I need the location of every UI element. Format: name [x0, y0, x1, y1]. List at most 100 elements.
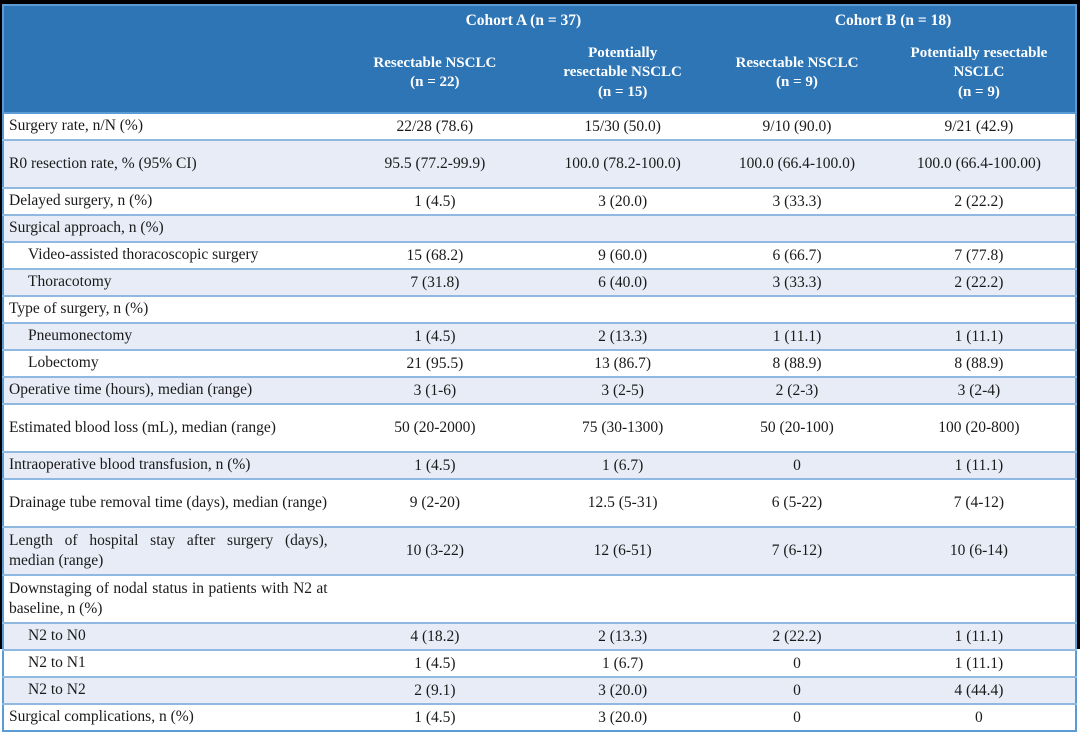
column-header-potentially-resectable-b: Potentially resectable NSCLC (n = 9)	[882, 34, 1076, 114]
cell-value: 2 (22.2)	[711, 622, 883, 650]
cell-value: 100.0 (66.4-100.0)	[711, 139, 883, 188]
cohort-b-header: Cohort B (n = 18)	[711, 5, 1076, 34]
cell-value: 3 (2-4)	[882, 376, 1076, 404]
table-row: Surgical complications, n (%) 1 (4.5) 3 (2…	[3, 703, 1076, 731]
cell-value	[711, 295, 883, 323]
cell-value: 9 (60.0)	[534, 241, 712, 269]
header-blank-cell	[3, 34, 336, 114]
cell-value: 7 (31.8)	[335, 268, 535, 296]
cell-value: 9/21 (42.9)	[944, 117, 1014, 135]
row-label: Type of surgery, n (%)	[3, 295, 336, 323]
cell-value: 4 (18.2)	[335, 622, 535, 650]
table-row: Downstaging of nodal status in patients …	[3, 574, 1076, 623]
table-row: Surgical approach, n (%)	[3, 214, 1076, 242]
row-label: Thoracotomy	[3, 268, 336, 296]
row-label: Drainage tube removal time (days), media…	[3, 478, 336, 527]
cell-value: 1 (11.1)	[882, 322, 1076, 350]
cohort-a-header: Cohort A (n = 37)	[335, 5, 712, 34]
cell-value: 1 (4.5)	[335, 703, 535, 731]
row-label: Intraoperative blood transfusion, n (%)	[3, 451, 336, 479]
cell-value: 3 (33.3)	[711, 187, 883, 215]
row-label: N2 to N1	[3, 649, 336, 677]
cell-value: 6 (5-22)	[711, 478, 883, 527]
cell-value: 1 (11.1)	[711, 322, 883, 350]
cell-value: 2 (22.2)	[882, 268, 1076, 296]
cell-value: 75 (30-1300)	[534, 403, 712, 452]
cell-value: 13 (86.7)	[534, 349, 712, 377]
header-blank-cell	[3, 5, 336, 34]
cell-value: 10 (3-22)	[335, 526, 535, 575]
row-label: Surgical complications, n (%)	[3, 703, 336, 731]
cell-value: 6 (66.7)	[711, 241, 883, 269]
table-row: N2 to N1 1 (4.5) 1 (6.7) 0 1 (11.1)	[3, 649, 1076, 677]
cell-value: 7 (6-12)	[711, 526, 883, 575]
cell-value: 9 (2-20)	[335, 478, 535, 527]
cell-value: 1 (11.1)	[882, 649, 1076, 677]
cell-value: 12 (6-51)	[534, 526, 712, 575]
cell-value: 1 (4.5)	[335, 322, 535, 350]
cell-value: 9/10 (90.0)	[762, 117, 832, 135]
cell-value: 15 (68.2)	[335, 241, 535, 269]
cell-value: 50 (20-2000)	[335, 403, 535, 452]
cell-value	[335, 214, 535, 242]
row-label: N2 to N0	[3, 622, 336, 650]
table-row: N2 to N2 2 (9.1) 3 (20.0) 0 4 (44.4)	[3, 676, 1076, 704]
cell-value	[882, 214, 1076, 242]
cell-value: 2 (2-3)	[711, 376, 883, 404]
row-label: Pneumonectomy	[3, 322, 336, 350]
cell-value: 8 (88.9)	[882, 349, 1076, 377]
cohort-header-row: Cohort A (n = 37) Cohort B (n = 18)	[3, 5, 1076, 34]
cell-value	[711, 574, 883, 623]
cell-value: 1 (11.1)	[882, 622, 1076, 650]
cell-value: 7 (4-12)	[882, 478, 1076, 527]
cell-value	[882, 295, 1076, 323]
cell-value	[534, 295, 712, 323]
row-label: Downstaging of nodal status in patients …	[3, 574, 336, 623]
table-row: Operative time (hours), median (range) 3 …	[3, 376, 1076, 404]
column-header-resectable-b: Resectable NSCLC (n = 9)	[711, 34, 883, 114]
row-label: Operative time (hours), median (range)	[3, 376, 336, 404]
cell-value: 0	[711, 676, 883, 704]
cell-value: 4 (44.4)	[882, 676, 1076, 704]
surgical-outcomes-table: Cohort A (n = 37) Cohort B (n = 18) Rese…	[2, 4, 1077, 732]
table-row: Length of hospital stay after surgery (d…	[3, 526, 1076, 575]
cell-value: 2 (22.2)	[882, 187, 1076, 215]
table-row: Video-assisted thoracoscopic surgery 15 (…	[3, 241, 1076, 269]
cell-value: 2 (9.1)	[335, 676, 535, 704]
cell-value: 7 (77.8)	[882, 241, 1076, 269]
cell-value: 10 (6-14)	[882, 526, 1076, 575]
cell-value	[711, 214, 883, 242]
cell-value: 3 (33.3)	[711, 268, 883, 296]
row-label: Estimated blood loss (mL), median (range…	[3, 403, 336, 452]
cell-value: 100.0 (78.2-100.0)	[534, 139, 712, 188]
cell-value: 0	[711, 703, 883, 731]
cell-value: 1 (6.7)	[534, 649, 712, 677]
cell-value: 1 (11.1)	[882, 451, 1076, 479]
table-row: Type of surgery, n (%)	[3, 295, 1076, 323]
table-row: Drainage tube removal time (days), media…	[3, 478, 1076, 527]
cell-value: 0	[711, 451, 883, 479]
cell-value: 3 (20.0)	[534, 187, 712, 215]
table-row: R0 resection rate, % (95% CI) 95.5 (77.2-…	[3, 139, 1076, 188]
cell-value: 3 (20.0)	[534, 676, 712, 704]
cell-value: 1 (4.5)	[335, 451, 535, 479]
table-row: N2 to N0 4 (18.2) 2 (13.3) 2 (22.2) 1 (11.1)	[3, 622, 1076, 650]
cell-value: 2 (13.3)	[534, 622, 712, 650]
row-label: N2 to N2	[3, 676, 336, 704]
table-row: Estimated blood loss (mL), median (range…	[3, 403, 1076, 452]
cell-value: 3 (2-5)	[534, 376, 712, 404]
row-label: R0 resection rate, % (95% CI)	[3, 139, 336, 188]
table-row: Lobectomy 21 (95.5) 13 (86.7) 8 (88.9) 8 (88…	[3, 349, 1076, 377]
cell-value	[882, 574, 1076, 623]
cell-value: 100 (20-800)	[882, 403, 1076, 452]
table-body: Surgery rate, n/N (%) 22/28 (78.6) 15/30 (…	[3, 113, 1076, 731]
cell-value: 12.5 (5-31)	[534, 478, 712, 527]
row-label: Video-assisted thoracoscopic surgery	[3, 241, 336, 269]
row-label: Lobectomy	[3, 349, 336, 377]
cell-value: 21 (95.5)	[335, 349, 535, 377]
cell-value: 0	[882, 703, 1076, 731]
row-label: Length of hospital stay after surgery (d…	[3, 526, 336, 575]
column-header-potentially-resectable-a: Potentially resectable NSCLC (n = 15)	[534, 34, 712, 114]
table-header: Cohort A (n = 37) Cohort B (n = 18) Rese…	[3, 5, 1076, 114]
